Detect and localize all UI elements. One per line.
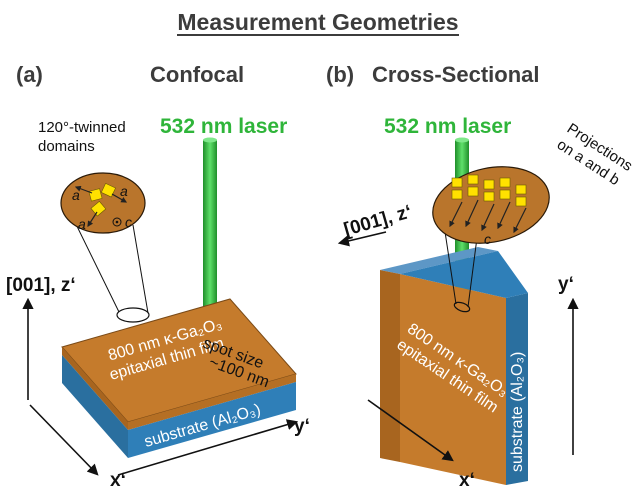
panel-b-c-arrow-3 [481, 203, 495, 232]
panel-b-axis-z-label: [001], z‘ [342, 201, 415, 240]
panel-b-domain-6 [483, 191, 495, 202]
panel-a-laser-top [203, 137, 217, 143]
panel-a-axis-x-label: x‘ [110, 470, 126, 489]
panel-b-c-arrows [449, 199, 527, 234]
panel-a-domain-1 [88, 188, 103, 202]
panel-b-domain-9 [515, 184, 527, 195]
panel-b-domain-3 [467, 174, 479, 185]
panel-b-zoom-ellipse [432, 166, 550, 244]
panel-b-spot-ellipse [453, 301, 471, 313]
panel-b-c-arrow-1 [449, 201, 463, 228]
panel-b-domain-4 [467, 186, 479, 197]
panel-b-substrate-side [506, 293, 528, 485]
panel-a-domain-c: c [125, 214, 132, 230]
panel-a-substrate-front [62, 355, 128, 458]
panel-b-laser-top [455, 137, 469, 143]
panel-b-cross-sectional: (b) Cross-Sectional 532 nm laser 800 nm … [326, 62, 635, 489]
panel-b-domain-5 [483, 179, 495, 190]
panel-a-axis-y-label: y‘ [294, 416, 310, 437]
panel-b-film-side [400, 274, 506, 485]
panel-a-name: Confocal [150, 62, 244, 87]
panel-a-domain-a1: a [72, 187, 80, 203]
panel-b-film-face [380, 270, 400, 462]
panel-a-domain-arrow-2 [111, 193, 128, 203]
panel-a-twinned-line2: domains [38, 138, 95, 155]
panel-b-substrate-top [400, 251, 528, 298]
panel-b-c-arrow-4 [497, 201, 511, 230]
panel-a-substrate-right [128, 382, 296, 458]
panel-a-zoom-ellipse [60, 172, 146, 234]
panel-a-domain-a3: a [78, 216, 86, 232]
panel-a-c-axis-dot [115, 220, 119, 224]
panel-b-substrate-label: substrate (Al₂O₃) [509, 352, 526, 472]
panel-a-axis-z-label: [001], z‘ [6, 275, 76, 296]
panel-a-film-right [128, 374, 296, 430]
panel-b-laser-label: 532 nm laser [384, 115, 511, 138]
panel-b-axis-x-label: x‘ [459, 470, 475, 489]
panel-a-domain-a2: a [120, 183, 128, 199]
panel-b-projection-domains [451, 174, 527, 207]
panel-a-x-axis-arrow [29, 404, 99, 476]
panel-b-domain-2 [451, 189, 463, 200]
panel-a-zoom-line-right [132, 224, 149, 314]
figure-title: Measurement Geometries [177, 9, 458, 35]
panel-b-c-arrow-5 [513, 207, 527, 234]
panel-a-domain-arrow-3 [87, 211, 98, 228]
panel-b-label: (b) [326, 62, 354, 87]
panel-b-domain-10 [515, 196, 527, 207]
panel-a-c-axis-out-icon [112, 217, 122, 227]
panel-a-laser-label: 532 nm laser [160, 115, 287, 138]
panel-b-domain-7 [499, 177, 511, 188]
panel-a-film-front [62, 347, 128, 430]
panel-a-twinned-line1: 120°-twinned [38, 119, 126, 136]
panel-a-domain-2 [100, 182, 116, 198]
panel-b-x-axis-arrow [367, 399, 454, 462]
panel-a-domain-3 [90, 200, 107, 217]
panel-b-c-arrow-2 [465, 199, 479, 228]
panel-b-domain-8 [499, 189, 511, 200]
panel-b-z-axis-arrow [337, 231, 387, 247]
panel-b-top-face [380, 247, 498, 274]
panel-b-projection-c: c [484, 231, 491, 247]
panel-a-zoom-line-left [69, 211, 120, 313]
panel-a-spot-ellipse [116, 307, 150, 323]
panel-b-axis-y-label: y‘ [558, 274, 574, 295]
panel-b-domain-1 [451, 177, 463, 188]
panel-a-label: (a) [16, 62, 43, 87]
panel-b-name: Cross-Sectional [372, 62, 540, 87]
panel-a-domain-arrow-1 [74, 185, 93, 194]
panel-a-confocal: (a) Confocal 532 nm laser 800 nm κ-Ga₂O₃… [6, 62, 310, 489]
panel-a-laser-beam [203, 140, 217, 320]
panel-a-y-axis-arrow [117, 419, 299, 476]
